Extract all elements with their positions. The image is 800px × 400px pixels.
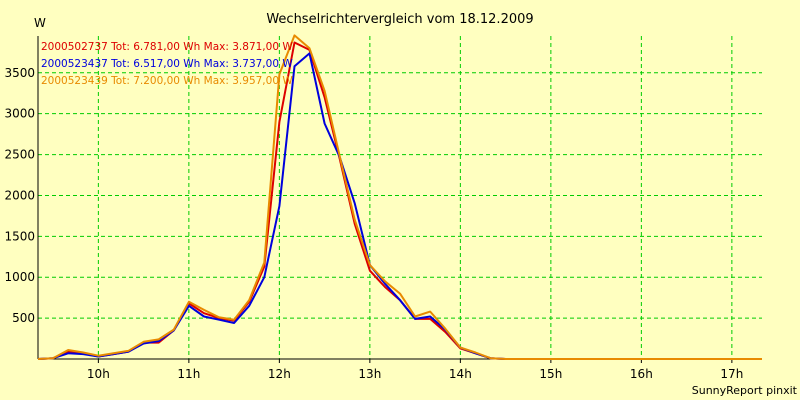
legend-entry-2000523439: 2000523439 Tot: 7.200,00 Wh Max: 3.957,0… <box>41 75 293 87</box>
y-tick-label-3000: 3000 <box>4 107 35 121</box>
x-tick-label-14h: 14h <box>449 367 472 381</box>
series-line-2000523439 <box>37 34 762 360</box>
y-tick-label-2500: 2500 <box>4 148 35 162</box>
series-line-2000502737 <box>37 41 762 360</box>
series-line-2000523437 <box>37 52 762 360</box>
y-tick-label-1500: 1500 <box>4 229 35 243</box>
legend: 2000502737 Tot: 6.781,00 Wh Max: 3.871,0… <box>41 41 293 87</box>
legend-entry-2000502737: 2000502737 Tot: 6.781,00 Wh Max: 3.871,0… <box>41 41 293 53</box>
x-tick-label-12h: 12h <box>268 367 291 381</box>
y-axis-unit-label: W <box>34 16 46 30</box>
footer-credit: SunnyReport pinxit <box>692 384 798 397</box>
x-tick-label-10h: 10h <box>87 367 110 381</box>
x-tick-label-17h: 17h <box>720 367 743 381</box>
chart-title: Wechselrichtervergleich vom 18.12.2009 <box>266 12 533 27</box>
series-lines <box>37 34 762 360</box>
y-tick-label-1000: 1000 <box>4 270 35 284</box>
y-tick-label-2000: 2000 <box>4 188 35 202</box>
grid <box>38 36 762 359</box>
y-tick-label-500: 500 <box>12 311 35 325</box>
legend-entry-2000523437: 2000523437 Tot: 6.517,00 Wh Max: 3.737,0… <box>41 58 293 70</box>
x-tick-label-11h: 11h <box>177 367 200 381</box>
x-tick-label-13h: 13h <box>358 367 381 381</box>
x-tick-label-16h: 16h <box>630 367 653 381</box>
tick-labels: 500 1000 1500 2000 2500 3000 3500 10h 11h 12h 13h 1… <box>4 66 743 381</box>
y-tick-label-3500: 3500 <box>4 66 35 80</box>
x-tick-label-15h: 15h <box>539 367 562 381</box>
